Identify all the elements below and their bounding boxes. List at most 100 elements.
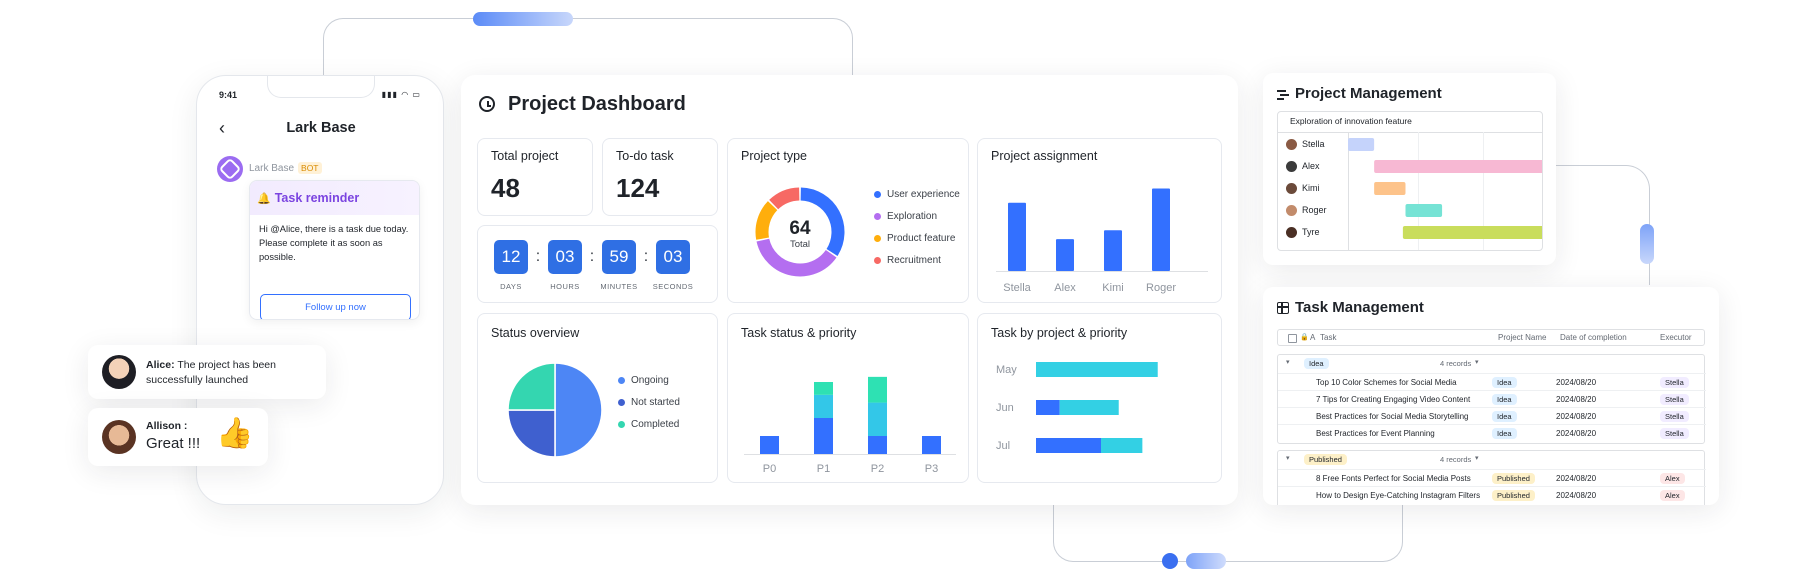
- bar-p0-segment-0[interactable]: [760, 436, 779, 454]
- legend-item: Not started: [618, 397, 680, 408]
- table-row[interactable]: How to Design Eye-Catching Instagram Fil…: [1278, 486, 1706, 503]
- donut-slice-exploration[interactable]: [756, 238, 837, 277]
- legend-item: Recruitment: [874, 255, 960, 266]
- back-chevron-icon[interactable]: ‹: [219, 118, 225, 138]
- completion-date: 2024/08/20: [1556, 491, 1597, 500]
- bar-jun-segment-1[interactable]: [1059, 400, 1119, 415]
- chat-sender: Alice:: [146, 359, 175, 371]
- avatar: [102, 355, 136, 389]
- bar-kimi[interactable]: [1104, 230, 1122, 271]
- collapse-chevron-icon[interactable]: ▾: [1286, 455, 1290, 462]
- bar-p3-segment-0[interactable]: [922, 436, 941, 454]
- x-tick-label: P0: [763, 463, 776, 475]
- task-management-title: Task Management: [1295, 299, 1424, 316]
- bar-roger[interactable]: [1152, 188, 1170, 272]
- table-row[interactable]: 8 Free Fonts Perfect for Social Media Po…: [1278, 469, 1706, 486]
- lock-icon: 🔒: [1300, 334, 1309, 341]
- table-row[interactable]: Best Practices for Social Media Storytel…: [1278, 407, 1706, 424]
- header-project[interactable]: Project Name: [1498, 333, 1547, 342]
- donut-center-value: 64: [789, 218, 811, 239]
- task-status-card[interactable]: Task status & priority P0 P1 P2 P3: [727, 313, 969, 483]
- executor-tag: Stella: [1660, 428, 1689, 439]
- text-field-icon: A: [1310, 333, 1316, 342]
- executor-tag: Stella: [1660, 377, 1689, 388]
- executor-tag: Stella: [1660, 411, 1689, 422]
- chat-message: Great !!!: [146, 435, 201, 452]
- y-tick-label: Jun: [996, 402, 1014, 414]
- countdown-card: 12 : 03 : 59 : 03 DAYS HOURS MINUTES SEC…: [477, 225, 718, 303]
- avatar: [1286, 183, 1297, 194]
- pie-slice-not-started[interactable]: [507, 409, 556, 458]
- executor-tag: Alex: [1660, 473, 1685, 484]
- group-idea: ▾ Idea 4 records ▾ Top 10 Color Schemes …: [1277, 354, 1706, 444]
- x-tick-label: P1: [817, 463, 830, 475]
- select-all-checkbox[interactable]: [1288, 334, 1297, 343]
- bar-jun-segment-0[interactable]: [1036, 400, 1060, 415]
- table-row[interactable]: Top 10 Color Schemes for Social Media Ide…: [1278, 373, 1706, 390]
- completion-date: 2024/08/20: [1556, 412, 1597, 421]
- y-tick-label: May: [996, 364, 1017, 376]
- gantt-bar-roger[interactable]: [1405, 204, 1443, 217]
- bar-may-segment-1[interactable]: [1036, 362, 1158, 377]
- collapse-chevron-icon[interactable]: ▾: [1286, 359, 1290, 366]
- total-project-card[interactable]: Total project 48: [477, 138, 593, 216]
- bar-p1-segment-2[interactable]: [814, 382, 833, 395]
- records-dropdown-icon[interactable]: ▾: [1475, 359, 1479, 366]
- executor-tag: Alex: [1660, 490, 1685, 501]
- group-label: Idea: [1304, 358, 1329, 369]
- avatar: [1286, 161, 1297, 172]
- avatar: [1286, 205, 1297, 216]
- header-executor[interactable]: Executor: [1660, 333, 1692, 342]
- bar-jul-segment-0[interactable]: [1036, 438, 1101, 453]
- donut-slice-product-feature[interactable]: [755, 201, 778, 240]
- chat-bubble-allison: Allison : Great !!! 👍: [88, 408, 268, 466]
- legend-item: Product feature: [874, 233, 960, 244]
- connector-right: [1555, 165, 1650, 285]
- gantt-bars: [1348, 138, 1543, 239]
- countdown-minutes-label: MINUTES: [600, 282, 638, 291]
- project-assignment-card[interactable]: Project assignment Stella Alex Kimi Roger: [977, 138, 1222, 303]
- follow-up-button[interactable]: Follow up now: [260, 294, 411, 319]
- project-assignment-chart: Stella Alex Kimi Roger: [996, 188, 1208, 294]
- gantt-person-label: Kimi: [1302, 183, 1320, 193]
- bar-p1-segment-1[interactable]: [814, 394, 833, 418]
- thumbs-up-icon: 👍: [216, 417, 254, 450]
- donut-slice-recruitment[interactable]: [769, 187, 800, 210]
- avatar: [1286, 139, 1297, 150]
- group-published: ▾ Published 4 records ▾ 8 Free Fonts Per…: [1277, 450, 1706, 505]
- legend-item: Completed: [618, 419, 680, 430]
- records-dropdown-icon[interactable]: ▾: [1475, 455, 1479, 462]
- bar-p1-segment-0[interactable]: [814, 418, 833, 454]
- gantt-bar-alex[interactable]: [1374, 160, 1543, 173]
- pie-slice-completed[interactable]: [507, 362, 556, 411]
- bar-stella[interactable]: [1008, 202, 1026, 271]
- donut-center-label: Total: [789, 239, 811, 250]
- status-overview-card[interactable]: Status overview Ongoing Not started Comp…: [477, 313, 718, 483]
- table-row[interactable]: Best Practices for Event Planning Idea 202…: [1278, 424, 1706, 441]
- header-date[interactable]: Date of completion: [1560, 333, 1627, 342]
- task-by-project-card[interactable]: Task by project & priority May Jun Jul: [977, 313, 1222, 483]
- bar-p2-segment-0[interactable]: [868, 436, 887, 454]
- legend-label: User experience: [887, 189, 960, 200]
- connector-bottom: [1053, 500, 1403, 562]
- gantt-bar-stella[interactable]: [1348, 138, 1375, 151]
- project-type-card[interactable]: Project type 64 Total User experience Ex…: [727, 138, 969, 303]
- bar-alex[interactable]: [1056, 239, 1074, 271]
- bar-p2-segment-2[interactable]: [868, 376, 887, 403]
- gantt-bar-kimi[interactable]: [1374, 182, 1406, 195]
- task-management-panel: Task Management 🔒 A Task Project Name Da…: [1263, 287, 1719, 505]
- bar-jul-segment-1[interactable]: [1101, 438, 1143, 453]
- countdown-days: 12: [494, 240, 528, 274]
- reminder-title: Task reminder: [274, 191, 360, 205]
- x-tick-label: P3: [925, 463, 938, 475]
- todo-task-card[interactable]: To-do task 124: [602, 138, 718, 216]
- legend-label: Exploration: [887, 211, 938, 222]
- status-overview-title: Status overview: [491, 326, 580, 340]
- bar-p2-segment-1[interactable]: [868, 402, 887, 436]
- pie-slice-ongoing[interactable]: [554, 362, 603, 458]
- header-task[interactable]: Task: [1320, 333, 1337, 342]
- dashboard-title: Project Dashboard: [508, 93, 686, 115]
- table-row[interactable]: 7 Tips for Creating Engaging Video Conte…: [1278, 390, 1706, 407]
- donut-slice-user-experience[interactable]: [800, 187, 845, 256]
- gantt-bar-tyre[interactable]: [1402, 226, 1543, 239]
